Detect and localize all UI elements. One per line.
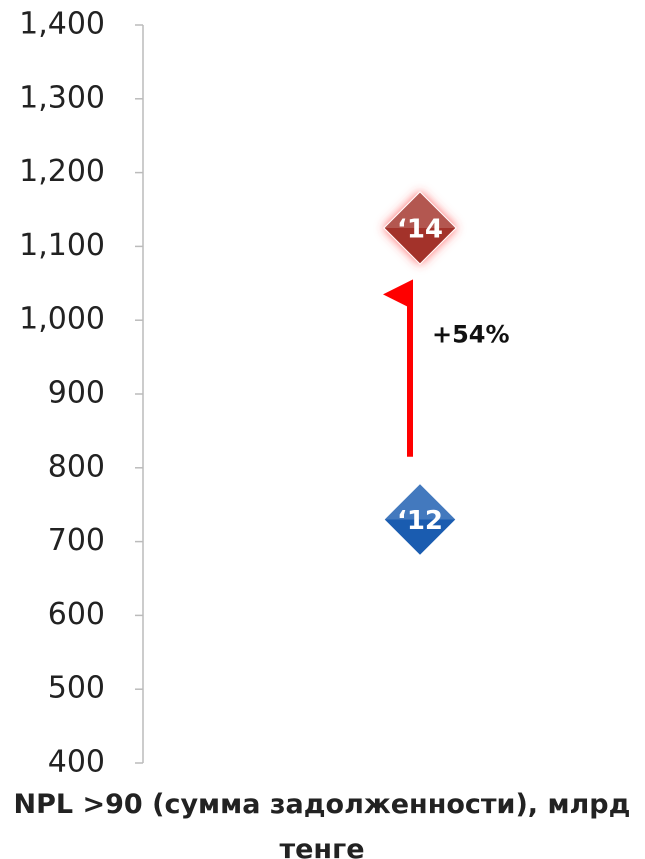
y-tick-label: 400 (48, 745, 105, 780)
y-tick-label: 1,100 (19, 228, 105, 263)
annotation: +54% (432, 321, 510, 349)
y-tick-label: 1,000 (19, 302, 105, 337)
y-tick-label: 500 (48, 671, 105, 706)
y-tick-label: 700 (48, 523, 105, 558)
y-tick-label: 600 (48, 597, 105, 632)
y-tick-label: 800 (48, 449, 105, 484)
point-label: ‘12 (397, 506, 443, 536)
y-tick-label: 900 (48, 376, 105, 411)
point-shine (384, 483, 456, 520)
y-tick-label: 1,300 (19, 80, 105, 115)
point-shine (384, 191, 456, 228)
point (383, 191, 457, 265)
y-tick-label: 1,200 (19, 154, 105, 189)
x-axis-label: NPL >90 (сумма задолженности), млрд тенге (14, 789, 631, 859)
point (383, 482, 457, 557)
point-label: ‘14 (397, 214, 443, 244)
marker-group: ‘14 (383, 191, 457, 265)
marker-group: ‘12 (383, 482, 457, 557)
y-tick-label: 1,400 (19, 7, 105, 42)
